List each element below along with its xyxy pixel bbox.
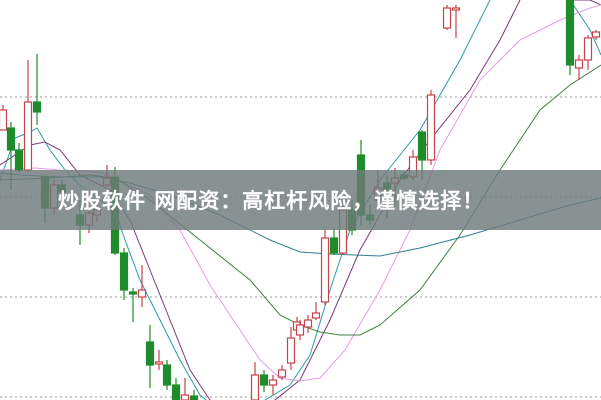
candle-down — [128, 288, 138, 322]
candle-up — [591, 30, 601, 40]
candle-body — [277, 369, 287, 378]
candle-body — [14, 149, 24, 171]
candle-body — [189, 395, 199, 400]
candle-up — [268, 375, 278, 395]
grid-lines — [0, 96, 601, 398]
candle-body — [329, 237, 339, 254]
candle-body — [574, 59, 584, 69]
candle-down — [171, 378, 181, 400]
candle-body — [583, 37, 593, 61]
candle-body — [295, 324, 305, 336]
candle-body — [311, 312, 321, 319]
candle-body — [145, 341, 155, 366]
candle-body — [442, 7, 452, 29]
candle-up — [320, 230, 330, 305]
moving-average-line — [570, 0, 601, 6]
candle-body — [119, 252, 129, 291]
candle-body — [303, 319, 313, 328]
candle-up — [250, 362, 260, 400]
candle-up — [451, 5, 461, 38]
candle-body — [426, 94, 436, 161]
candle-down — [32, 54, 42, 125]
candle-body — [451, 7, 461, 11]
candle-body — [32, 101, 42, 113]
candle-down — [162, 360, 172, 390]
candle-body — [128, 291, 138, 295]
candle-body — [250, 374, 260, 400]
candle-body — [23, 101, 33, 171]
candle-down — [329, 228, 339, 255]
candle-body — [591, 31, 601, 38]
candle-body — [286, 337, 296, 364]
candle-up — [0, 105, 8, 131]
candle-up — [311, 302, 321, 320]
candle-up — [180, 378, 190, 400]
warning-banner: 炒股软件 网配资：高杠杆风险，谨慎选择！ — [0, 170, 601, 230]
candle-body — [565, 0, 575, 66]
candle-up — [277, 365, 287, 380]
candle-up — [154, 350, 164, 370]
candle-up — [137, 265, 147, 307]
candle-body — [154, 361, 164, 365]
candle-up — [23, 60, 33, 172]
banner-text: 炒股软件 网配资：高杠杆风险，谨慎选择！ — [58, 189, 485, 213]
candle-up — [583, 35, 593, 70]
moving-average-line — [569, 0, 601, 56]
candle-down — [119, 248, 129, 300]
candle-up — [295, 320, 305, 340]
candle-up — [426, 90, 436, 165]
candle-down — [259, 370, 269, 392]
candle-body — [180, 394, 190, 400]
candle-body — [137, 289, 147, 298]
candle-down — [189, 390, 199, 400]
candle-down — [145, 325, 155, 388]
candle-body — [259, 374, 269, 386]
candle-down — [565, 0, 575, 75]
candle-down — [14, 143, 24, 172]
candle-up — [574, 55, 584, 80]
candle-body — [171, 384, 181, 400]
candle-body — [0, 109, 8, 131]
candle-up — [442, 5, 452, 30]
candle-body — [6, 127, 16, 151]
candle-up — [303, 315, 313, 333]
candle-body — [417, 131, 427, 161]
candle-body — [320, 237, 330, 303]
candle-body — [162, 364, 172, 386]
candle-body — [268, 379, 278, 386]
candle-up — [286, 327, 296, 370]
